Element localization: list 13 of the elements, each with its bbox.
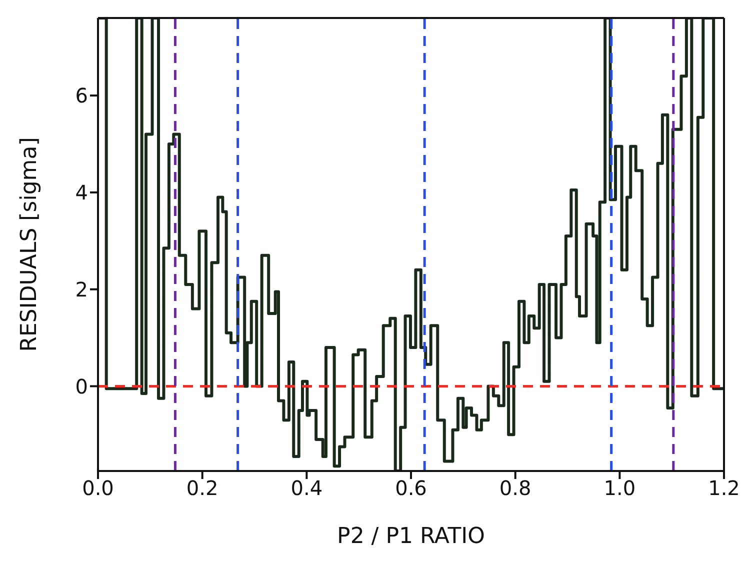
y-tick-label: 4 (75, 180, 88, 205)
y-tick-label: 2 (75, 277, 88, 302)
x-tick-label: 1.2 (708, 476, 740, 500)
x-tick-label: 0.0 (82, 476, 114, 500)
x-tick-label: 0.8 (499, 476, 532, 500)
x-tick-label: 0.6 (395, 476, 427, 500)
y-axis-title: RESIDUALS [sigma] (16, 137, 42, 352)
x-tick-label: 1.0 (604, 476, 636, 500)
x-axis-title: P2 / P1 RATIO (337, 524, 485, 549)
x-tick-label: 0.2 (186, 476, 218, 500)
y-tick-label: 0 (75, 374, 88, 398)
x-tick-label: 0.4 (290, 476, 323, 500)
y-tick-label: 6 (75, 84, 88, 108)
